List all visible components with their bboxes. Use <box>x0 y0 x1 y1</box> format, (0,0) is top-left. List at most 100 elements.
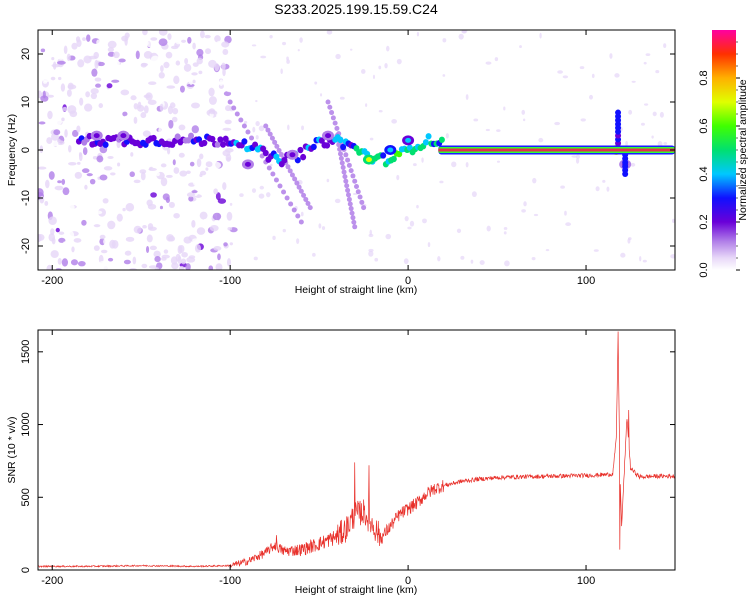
spectrogram-noise-blob <box>287 124 290 131</box>
spectrogram-band-blob <box>438 136 445 143</box>
spectrogram-noise-blob <box>90 88 99 95</box>
spectrogram-noise-blob <box>81 219 87 226</box>
spectrogram-noise-blob <box>614 73 620 78</box>
spectrogram-noise-blob <box>107 155 114 159</box>
spectrogram-noise-blob <box>44 200 49 206</box>
spectrogram-noise-blob <box>94 59 99 69</box>
spectrogram-streak-blob <box>345 192 351 198</box>
spectrogram-noise-blob <box>442 74 446 77</box>
spectrogram-noise-blob <box>46 264 53 270</box>
spectrogram-noise-blob <box>51 224 61 229</box>
spectrogram-noise-blob <box>142 225 147 229</box>
spectrogram-noise-blob <box>154 256 161 263</box>
spectrogram-noise-blob <box>211 121 219 127</box>
spectrogram-streak-blob <box>340 165 346 171</box>
spectrogram-noise-blob <box>142 130 151 138</box>
spectrogram-x-tick-label: -200 <box>41 275 63 287</box>
snr-y-tick-label: 500 <box>20 488 32 506</box>
spectrogram-noise-blob <box>643 103 649 106</box>
spectrogram-noise-blob <box>158 71 165 79</box>
spectrogram-noise-blob <box>269 35 273 39</box>
spectrogram-streak-blob <box>336 142 342 148</box>
spectrogram-noise-blob <box>579 66 585 70</box>
spectrogram-noise-blob <box>575 154 581 159</box>
spectrogram-noise-blob <box>158 38 168 47</box>
spectrogram-noise-blob <box>301 125 304 131</box>
spectrogram-noise-blob <box>465 94 469 100</box>
spectrogram-noise-blob <box>609 53 613 59</box>
spectrogram-noise-blob <box>296 238 300 244</box>
spectrogram-band-blob <box>318 137 325 144</box>
spectrogram-streak-blob <box>338 155 344 161</box>
spectrogram-streak-blob <box>350 173 356 179</box>
spectrogram-noise-blob <box>96 39 101 46</box>
spectrogram-noise-blob <box>602 179 606 183</box>
spectrogram-band-blob <box>209 135 216 143</box>
spectrogram-noise-blob <box>62 241 67 250</box>
spectrogram-noise-blob <box>412 163 417 167</box>
spectrogram-noise-blob <box>76 125 81 133</box>
spectrogram-band-blob <box>310 143 317 151</box>
spectrogram-noise-blob <box>186 170 191 175</box>
spectrogram-noise-blob <box>107 47 114 53</box>
spectrogram-noise-blob <box>89 178 96 185</box>
spectrogram-noise-blob <box>243 120 248 124</box>
spectrogram-band-blob <box>214 141 221 148</box>
spectrogram-streak-blob <box>344 183 350 189</box>
spectrogram-noise-blob <box>82 206 90 213</box>
spectrogram-noise-blob <box>217 198 227 204</box>
spectrogram-noise-blob <box>84 103 93 112</box>
spectrogram-noise-blob <box>60 83 66 92</box>
spectrogram-noise-blob <box>116 213 123 222</box>
spectrogram-noise-blob <box>160 163 167 168</box>
spectrogram-noise-blob <box>314 81 318 85</box>
spectrogram-noise-blob <box>215 263 223 270</box>
spectrogram-noise-blob <box>107 212 112 220</box>
spectrogram-noise-blob <box>63 45 68 55</box>
spectrogram-noise-blob <box>255 99 258 103</box>
spectrogram-band-blob <box>425 133 432 140</box>
spectrogram-streak-blob <box>343 178 349 184</box>
spectrogram-streak-blob <box>329 110 335 116</box>
spectrogram-noise-blob <box>386 45 390 52</box>
spectrogram-noise-blob <box>519 45 522 49</box>
spectrogram-noise-blob <box>321 226 326 231</box>
spectrogram-streak-blob <box>348 206 354 212</box>
spectrogram-noise-blob <box>172 159 176 166</box>
spectrogram-noise-blob <box>77 59 85 68</box>
spectrogram-noise-blob <box>539 32 542 39</box>
spectrogram-noise-blob <box>55 227 60 233</box>
spectrogram-noise-blob <box>645 53 651 57</box>
spectrogram-streak-blob <box>330 115 336 121</box>
spectrogram-noise-blob <box>416 31 420 37</box>
spectrogram-noise-blob <box>107 40 117 49</box>
spectrogram-noise-blob <box>575 158 580 164</box>
spectrogram-noise-blob <box>102 198 109 204</box>
spectrogram-noise-blob <box>378 65 382 70</box>
spectrogram-noise-blob <box>67 82 74 90</box>
spectrogram-noise-blob <box>148 167 157 171</box>
spectrogram-noise-blob <box>82 37 86 41</box>
spectrogram-noise-blob <box>200 30 205 39</box>
spectrogram-noise-blob <box>147 203 157 210</box>
spectrogram-streak-blob <box>359 199 365 205</box>
spectrogram-noise-blob <box>201 145 211 155</box>
spectrogram-band-blob <box>300 153 307 161</box>
spectrogram-noise-blob <box>181 251 188 258</box>
spectrogram-streak-blob <box>357 194 363 200</box>
spectrogram-noise-blob <box>38 262 42 270</box>
spectrogram-noise-blob <box>226 111 235 118</box>
spectrogram-noise-blob <box>153 250 161 258</box>
spectrogram-noise-blob <box>50 228 55 236</box>
spectrogram-noise-blob <box>150 55 160 64</box>
spectrogram-noise-blob <box>176 31 184 36</box>
spectrogram-noise-blob <box>165 124 170 131</box>
spectrogram-noise-blob <box>125 236 135 242</box>
spectrogram-noise-blob <box>135 90 140 98</box>
spectrogram-noise-blob <box>86 173 93 177</box>
spectrogram-noise-blob <box>192 62 199 67</box>
spectrogram-streak-blob <box>269 135 275 141</box>
spectrogram-noise-blob <box>143 94 151 99</box>
spectrogram-noise-blob <box>133 116 138 124</box>
spectrogram-noise-blob <box>159 117 167 124</box>
